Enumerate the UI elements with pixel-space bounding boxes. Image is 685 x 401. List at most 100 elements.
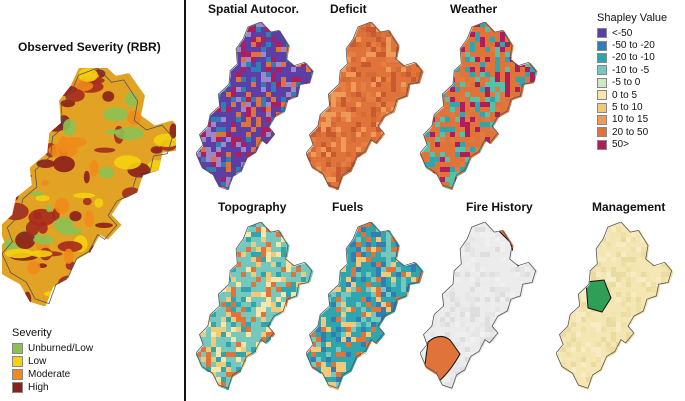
shapley-cell [216, 62, 221, 67]
shapley-cell [435, 112, 440, 117]
shapley-cell [485, 327, 490, 332]
shapley-cell [366, 182, 371, 187]
shapley-cell [261, 292, 266, 297]
shapley-cell [341, 112, 346, 117]
shapley-cell [396, 117, 401, 122]
shapley-cell [460, 362, 465, 367]
shapley-cell [326, 342, 331, 347]
shapley-cell [321, 57, 326, 62]
shapley-cell [455, 222, 460, 227]
shapley-cell [465, 382, 470, 387]
map-firehistory [420, 222, 538, 390]
shapley-cell [286, 32, 291, 37]
shapley-cell [276, 352, 281, 357]
shapley-cell [266, 67, 271, 72]
shapley-cell [251, 252, 256, 257]
shapley-cell [226, 152, 231, 157]
shapley-cell [530, 377, 535, 382]
shapley-cell [221, 117, 226, 122]
shapley-cell [661, 277, 666, 282]
shapley-cell [411, 27, 416, 32]
shapley-cell [226, 367, 231, 372]
shapley-cell [321, 112, 326, 117]
shapley-cell [216, 352, 221, 357]
shapley-cell [291, 262, 296, 267]
shapley-cell [211, 337, 216, 342]
shapley-cell [656, 297, 661, 302]
shapley-cell [311, 292, 316, 297]
shapley-cell [366, 312, 371, 317]
shapley-cell [571, 247, 576, 252]
shapley-cell [206, 67, 211, 72]
shapley-cell [356, 187, 361, 190]
shapley-cell [425, 372, 430, 377]
shapley-cell [485, 302, 490, 307]
shapley-cell [671, 377, 674, 382]
shapley-cell [510, 312, 515, 317]
shapley-cell [425, 307, 430, 312]
shapley-cell [386, 247, 391, 252]
shapley-cell [515, 57, 520, 62]
shapley-cell [621, 232, 626, 237]
severity-patch [72, 192, 96, 199]
shapley-cell [231, 32, 236, 37]
shapley-cell [211, 122, 216, 127]
shapley-cell [571, 322, 576, 327]
shapley-cell [226, 297, 231, 302]
shapley-cell [500, 257, 505, 262]
shapley-cell [601, 327, 606, 332]
shapley-cell [470, 57, 475, 62]
shapley-cell [535, 312, 538, 317]
shapley-cell [356, 132, 361, 137]
shapley-cell [291, 387, 296, 390]
shapley-cell [465, 327, 470, 332]
shapley-cell [391, 282, 396, 287]
shapley-cell [425, 227, 430, 232]
shapley-cell [401, 142, 406, 147]
shapley-cell [576, 387, 581, 390]
shapley-cell [371, 287, 376, 292]
shapley-cell [346, 32, 351, 37]
shapley-cell [246, 307, 251, 312]
shapley-legend-swatch [597, 28, 607, 39]
shapley-cell [525, 257, 530, 262]
shapley-cell [366, 72, 371, 77]
shapley-cell [411, 357, 416, 362]
shapley-cell [525, 32, 530, 37]
shapley-cell [361, 312, 366, 317]
shapley-cell [376, 37, 381, 42]
shapley-cell [286, 42, 291, 47]
shapley-cell [231, 237, 236, 242]
shapley-cell [356, 362, 361, 367]
shapley-cell [495, 167, 500, 172]
shapley-cell [445, 52, 450, 57]
shapley-cell [336, 57, 341, 62]
shapley-cell [411, 117, 416, 122]
shapley-cell [211, 82, 216, 87]
shapley-cell [261, 307, 266, 312]
shapley-cell [401, 157, 406, 162]
shapley-cell [211, 167, 216, 172]
shapley-cell [631, 317, 636, 322]
shapley-cell [271, 22, 276, 27]
shapley-cell [576, 377, 581, 382]
shapley-cell [381, 167, 386, 172]
shapley-cell [261, 157, 266, 162]
shapley-cell [336, 337, 341, 342]
shapley-cell [251, 42, 256, 47]
shapley-cell [515, 117, 520, 122]
shapley-cell [381, 262, 386, 267]
shapley-cell [316, 77, 321, 82]
shapley-cell [495, 357, 500, 362]
shapley-cell [241, 297, 246, 302]
shapley-cell [601, 357, 606, 362]
shapley-cell [201, 137, 206, 142]
shapley-cell [646, 337, 651, 342]
shapley-cell [485, 62, 490, 67]
shapley-cell [450, 77, 455, 82]
shapley-cell [206, 172, 211, 177]
shapley-cell [535, 232, 538, 237]
shapley-cell [256, 167, 261, 172]
shapley-cell [221, 107, 226, 112]
shapley-cell [420, 322, 425, 327]
